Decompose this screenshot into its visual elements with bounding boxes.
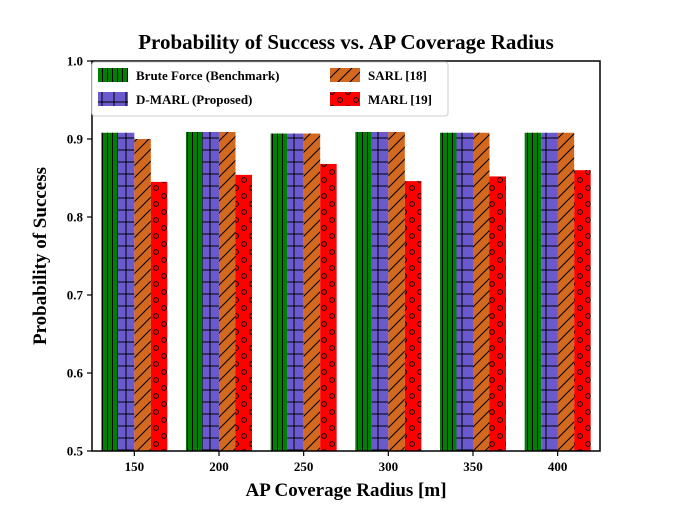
plot-frame (91, 60, 601, 452)
y-tick-label: 0.7 (67, 288, 84, 303)
bar-hatch (101, 132, 118, 451)
legend-label: Brute Force (Benchmark) (136, 68, 279, 83)
bar-hatch (541, 132, 558, 451)
bar-hatch (473, 132, 490, 451)
x-axis-ticks: 150 200 250 300 350 400 (125, 451, 568, 474)
legend-label: D-MARL (Proposed) (136, 92, 252, 107)
y-tick-label: 1.0 (67, 54, 83, 69)
bar-hatch (404, 181, 422, 451)
bar-hatch (456, 132, 473, 451)
bar-hatch (303, 133, 321, 452)
x-tick-label: 300 (379, 459, 399, 474)
legend-label: MARL [19] (368, 92, 432, 107)
bar-hatch (574, 170, 591, 451)
y-tick-label: 0.5 (67, 444, 84, 459)
bars-layer (101, 131, 591, 452)
bar-hatch (371, 131, 389, 452)
bar-hatch (202, 131, 219, 452)
bar-hatch (134, 139, 151, 451)
chart-title: Probability of Success vs. AP Coverage R… (138, 30, 554, 54)
bar-hatch (557, 132, 575, 451)
x-tick-label: 250 (294, 459, 314, 474)
bar-hatch (524, 132, 542, 451)
bar-hatch (150, 181, 168, 451)
x-tick-label: 400 (548, 459, 568, 474)
bar-hatch (287, 133, 304, 452)
bar-hatch (186, 131, 203, 452)
legend-item: SARL [18] (330, 68, 427, 83)
y-axis-title: Probability of Success (30, 167, 51, 345)
legend-label: SARL [18] (368, 68, 427, 83)
legend-swatch-hatch (330, 92, 360, 106)
bar-hatch (320, 163, 337, 451)
bar-hatch (489, 176, 506, 451)
legend: Brute Force (Benchmark) SARL [18] D-MARL (… (91, 61, 449, 117)
bar-hatch (235, 174, 252, 451)
x-tick-label: 350 (463, 459, 483, 474)
legend-swatch-hatch (330, 68, 360, 82)
y-tick-label: 0.8 (67, 210, 84, 225)
x-axis-title: AP Coverage Radius [m] (245, 480, 446, 501)
legend-item: MARL [19] (330, 92, 432, 107)
y-tick-label: 0.9 (67, 132, 84, 147)
y-axis-ticks: 0.5 0.6 0.7 0.8 0.9 1.0 (67, 54, 92, 459)
y-tick-label: 0.6 (67, 366, 84, 381)
bar-hatch (440, 132, 457, 451)
legend-swatch-hatch (98, 68, 128, 82)
bar-hatch (270, 133, 288, 452)
x-tick-label: 200 (209, 459, 229, 474)
bar-hatch (388, 131, 405, 452)
x-tick-label: 150 (125, 459, 145, 474)
bar-hatch (117, 132, 135, 451)
legend-item: Brute Force (Benchmark) (98, 68, 279, 83)
bar-hatch (355, 131, 372, 452)
legend-swatch-hatch (98, 92, 128, 106)
bar-hatch (219, 131, 236, 452)
legend-item: D-MARL (Proposed) (98, 92, 252, 107)
